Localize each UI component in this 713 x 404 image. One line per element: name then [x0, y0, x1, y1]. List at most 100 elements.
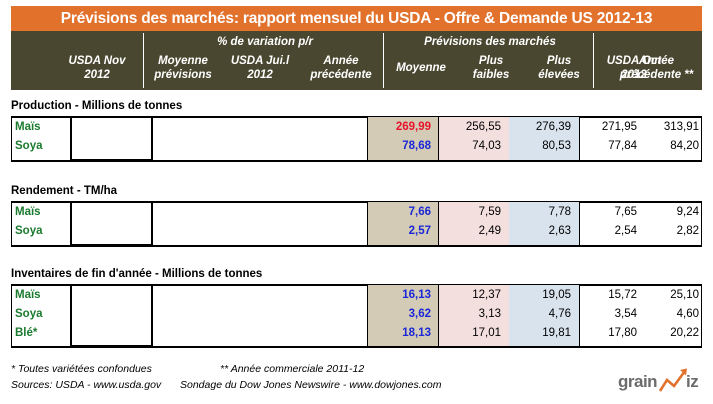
cell-plus-faibles: 256,55 — [465, 121, 501, 133]
page-title: Prévisions des marchés: rapport mensuel … — [60, 9, 653, 27]
header-col-var-usda-jui-line2: 2012 — [247, 68, 273, 81]
cell-usda-oct: 2,54 — [614, 225, 637, 237]
tint-col-plus-elevees — [509, 202, 579, 245]
cell-moyenne: 16,13 — [402, 289, 431, 301]
header-col-usda-nov-line1: USDA Nov — [68, 55, 126, 67]
footnote-varietes: * Toutes variétées confondues — [11, 363, 152, 375]
tint-col-moyenne — [367, 201, 439, 246]
cell-moyenne: 78,68 — [402, 140, 431, 152]
cell-plus-elevees: 7,78 — [548, 206, 571, 218]
table-block-production: Maïs 269,99 256,55 276,39 271,95 313,91 … — [11, 116, 702, 162]
cell-plus-elevees: 80,53 — [542, 140, 571, 152]
header-col-var-moyenne-line1: Moyenne — [158, 55, 208, 67]
footnote-sondage: Sondage du Dow Jones Newswire - www.dowj… — [180, 379, 442, 391]
table-row[interactable]: Maïs 16,13 12,37 19,05 15,72 25,10 — [11, 287, 702, 306]
cell-plus-elevees: 4,76 — [548, 308, 571, 320]
table-row[interactable]: Maïs 269,99 256,55 276,39 271,95 313,91 — [11, 119, 702, 138]
cell-annee-precedente: 2,82 — [676, 225, 699, 237]
cell-plus-elevees: 2,63 — [548, 225, 571, 237]
table-row[interactable]: Blé* 18,13 17,01 19,81 17,80 20,22 — [11, 325, 702, 344]
cell-annee-precedente: 4,60 — [676, 308, 699, 320]
block-top-border — [11, 201, 702, 203]
row-label-mais: Maïs — [15, 289, 41, 301]
tint-col-plus-elevees — [509, 285, 579, 346]
table-block-inventaires: Maïs 16,13 12,37 19,05 15,72 25,10 Soya … — [11, 284, 702, 348]
header-col-moyenne: Moyenne — [385, 62, 457, 76]
section-title-rendement: Rendement - TM/ha — [11, 185, 118, 197]
tint-col-moyenne — [367, 284, 439, 347]
header-col-plus-faibles-line1: Plus — [478, 55, 504, 67]
cell-annee-precedente: 25,10 — [670, 289, 699, 301]
cell-annee-precedente: 9,24 — [676, 206, 699, 218]
cell-plus-faibles: 74,03 — [472, 140, 501, 152]
header-col-var-annee-prec: Année précédente — [299, 55, 383, 82]
header-col-var-usda-jui-line1: USDA Jui.l — [230, 55, 290, 67]
header-col-var-annee-prec-line1: Année — [323, 55, 359, 67]
tint-col-plus-faibles — [439, 117, 509, 160]
cell-usda-oct: 7,65 — [614, 206, 637, 218]
cell-annee-precedente: 20,22 — [670, 327, 699, 339]
row-label-soya: Soya — [15, 308, 43, 320]
header-col-var-moyenne-line2: prévisions — [154, 68, 212, 81]
header-col-usda-nov-line2: 2012 — [84, 68, 110, 81]
cell-usda-oct: 15,72 — [608, 289, 637, 301]
row-label-ble: Blé* — [15, 327, 38, 339]
header-col-var-annee-prec-line2: précédente — [310, 68, 372, 81]
cell-plus-elevees: 19,05 — [542, 289, 571, 301]
footnote-sources: Sources: USDA - www.usda.gov — [11, 379, 162, 391]
logo-text-left: grain — [618, 372, 658, 391]
row-label-soya: Soya — [15, 225, 43, 237]
table-row[interactable]: Soya 78,68 74,03 80,53 77,84 84,20 — [11, 138, 702, 157]
cell-annee-precedente: 313,91 — [663, 121, 699, 133]
header-col-moyenne-line1: Moyenne — [396, 62, 446, 74]
vrule-left-edge — [11, 201, 12, 246]
header-col-plus-faibles: Plus faibles — [457, 55, 525, 82]
cell-plus-faibles: 3,13 — [478, 308, 501, 320]
table-row[interactable]: Soya 2,57 2,49 2,63 2,54 2,82 — [11, 223, 702, 242]
vrule-right-edge — [701, 284, 702, 347]
row-label-soya: Soya — [15, 140, 43, 152]
block-top-border — [11, 284, 702, 286]
tint-col-plus-faibles — [439, 202, 509, 245]
vrule-after-high — [579, 284, 580, 347]
header-col-annee-precedente-line2: précédente ** — [619, 68, 694, 81]
report-title-bar: Prévisions des marchés: rapport mensuel … — [11, 6, 702, 31]
cell-plus-faibles: 2,49 — [478, 225, 501, 237]
section-title-production: Production - Millions de tonnes — [11, 100, 183, 112]
cell-usda-nov-inventaires[interactable] — [70, 284, 153, 347]
grainwiz-logo[interactable]: grain iz — [618, 368, 704, 394]
cell-usda-nov-rendement[interactable] — [70, 201, 153, 246]
table-row[interactable]: Maïs 7,66 7,59 7,78 7,65 9,24 — [11, 204, 702, 223]
block-top-border — [11, 116, 702, 118]
header-group-previsions: Prévisions des marchés — [424, 36, 556, 48]
cell-usda-nov-production[interactable] — [70, 116, 153, 161]
cell-moyenne: 269,99 — [395, 121, 431, 133]
table-row[interactable]: Soya 3,62 3,13 4,76 3,54 4,60 — [11, 306, 702, 325]
cell-plus-faibles: 7,59 — [478, 206, 501, 218]
cell-usda-oct: 3,54 — [614, 308, 637, 320]
block-bottom-border — [11, 346, 702, 348]
cell-annee-precedente: 84,20 — [670, 140, 699, 152]
cell-usda-oct: 17,80 — [608, 327, 637, 339]
header-col-plus-faibles-line2: faibles — [472, 68, 510, 81]
vrule-after-high — [579, 201, 580, 246]
logo-text-right: iz — [686, 372, 699, 391]
header-separator-2 — [383, 33, 384, 88]
tint-col-plus-faibles — [439, 285, 509, 346]
cell-plus-faibles: 17,01 — [472, 327, 501, 339]
row-label-mais: Maïs — [15, 121, 41, 133]
header-col-var-usda-jui: USDA Jui.l 2012 — [221, 55, 299, 82]
header-col-annee-precedente: Année précédente ** — [611, 55, 702, 82]
header-col-plus-elevees-line1: Plus — [546, 55, 572, 67]
tint-col-plus-elevees — [509, 117, 579, 160]
cell-moyenne: 3,62 — [408, 308, 431, 320]
section-title-inventaires: Inventaires de fin d'année - Millions de… — [11, 268, 263, 280]
header-col-usda-nov: USDA Nov 2012 — [53, 55, 141, 82]
cell-plus-elevees: 19,81 — [542, 327, 571, 339]
logo-arrow-icon — [658, 368, 687, 392]
vrule-left-edge — [11, 284, 12, 347]
table-header-band: % de variation p/r Prévisions des marché… — [11, 31, 702, 90]
cell-moyenne: 7,66 — [408, 206, 431, 218]
header-col-annee-precedente-line1: Année — [638, 55, 675, 67]
header-separator-1 — [143, 33, 144, 88]
